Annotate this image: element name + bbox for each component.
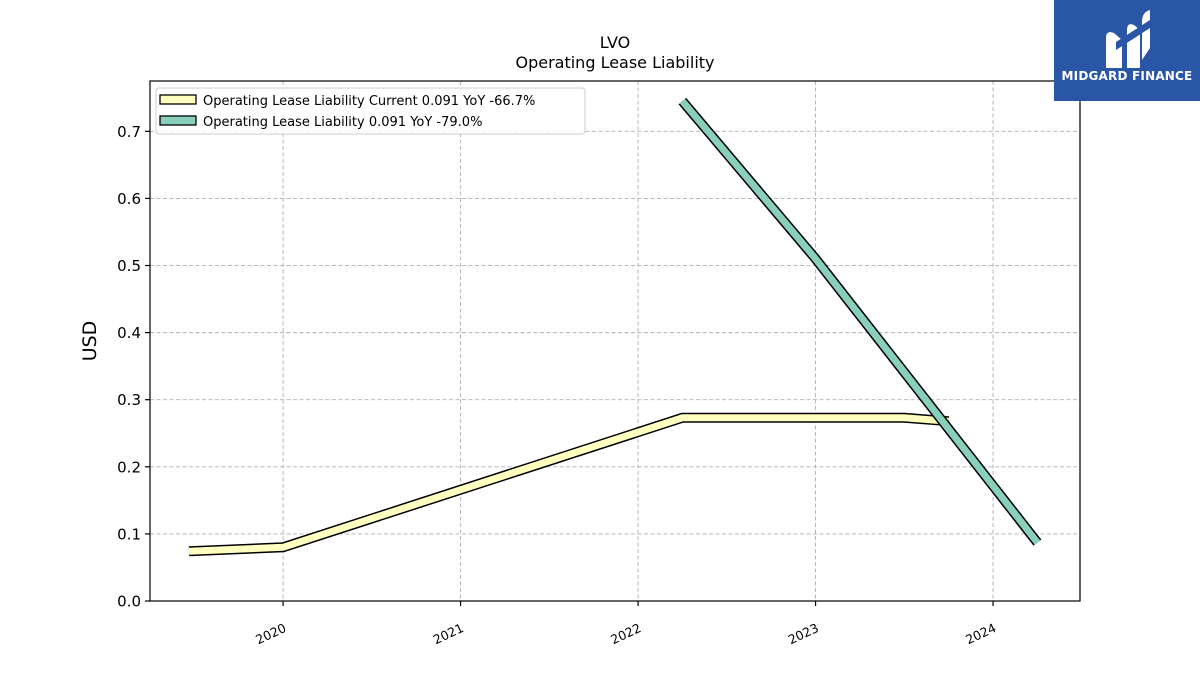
chart-subtitle: Operating Lease Liability — [515, 53, 714, 72]
x-tick-label: 2022 — [608, 620, 643, 647]
x-tick-label: 2023 — [786, 620, 821, 647]
y-tick-label: 0.6 — [117, 190, 141, 208]
legend-swatch-total — [159, 115, 197, 126]
x-tick-label: 2021 — [431, 620, 466, 647]
x-tick-label: 2024 — [963, 620, 998, 647]
legend-swatch-current — [159, 94, 197, 105]
legend: Operating Lease Liability Current 0.091 … — [155, 87, 586, 135]
midgard-m-logo-icon — [1106, 10, 1150, 69]
legend-label-current: Operating Lease Liability Current 0.091 … — [203, 94, 535, 109]
grid — [150, 81, 1080, 601]
x-tick-label: 2020 — [253, 620, 288, 647]
legend-label-total: Operating Lease Liability 0.091 YoY -79.… — [203, 115, 482, 130]
y-tick-label: 0.7 — [117, 123, 141, 141]
y-tick-label: 0.3 — [117, 391, 141, 409]
y-tick-label: 0.5 — [117, 257, 141, 275]
y-tick-label: 0.4 — [117, 324, 141, 342]
chart-title: LVO — [600, 33, 630, 52]
legend-frame — [155, 87, 586, 135]
series-outline-0 — [188, 412, 950, 557]
plot-frame — [149, 80, 1081, 602]
ticks: 0.0 0.1 0.2 0.3 0.4 0.5 0.6 0.7 2020 2021 2022 2023… — [117, 123, 998, 647]
series-line-1 — [679, 98, 1041, 545]
y-tick-label: 0.2 — [117, 458, 141, 476]
brand-logo: MIDGARD FINANCE — [1054, 0, 1200, 101]
brand-name: MIDGARD FINANCE — [1061, 69, 1193, 83]
y-tick-label: 0.0 — [117, 593, 141, 611]
y-axis-label: USD — [79, 321, 101, 362]
series-line-0 — [188, 414, 949, 555]
series-layer — [188, 97, 1042, 557]
y-tick-label: 0.1 — [117, 525, 141, 543]
